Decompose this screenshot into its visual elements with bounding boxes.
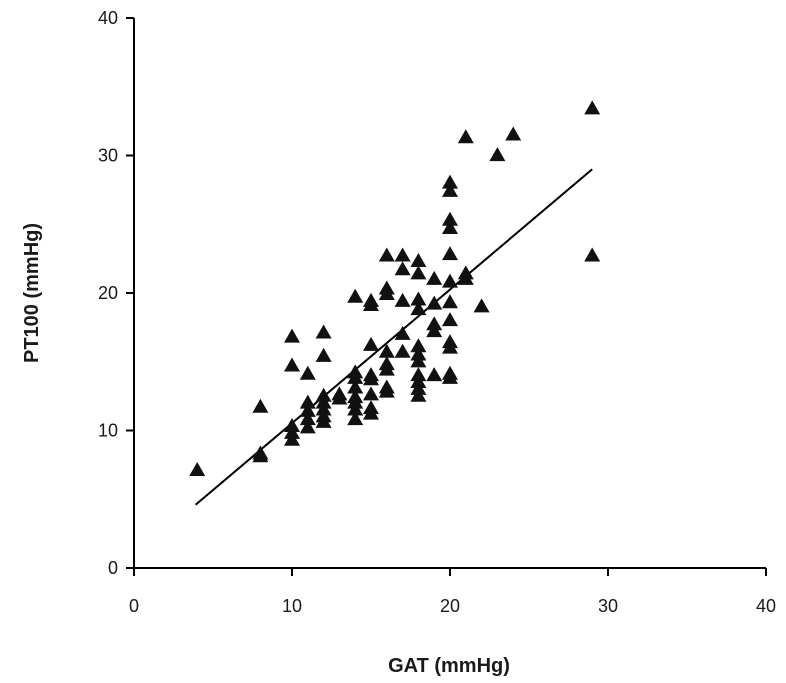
data-point xyxy=(299,394,316,409)
data-point xyxy=(442,334,458,349)
x-tick-label: 40 xyxy=(756,596,776,616)
data-point xyxy=(315,347,332,362)
data-point xyxy=(442,174,458,189)
data-point xyxy=(489,147,506,162)
data-point xyxy=(347,411,364,426)
data-point xyxy=(299,402,316,417)
data-point xyxy=(442,365,458,380)
data-point xyxy=(442,246,458,261)
y-tick-label: 10 xyxy=(98,421,118,441)
data-point xyxy=(394,247,411,262)
data-point xyxy=(331,386,348,401)
x-tick-label: 30 xyxy=(598,596,618,616)
data-point xyxy=(378,247,395,262)
data-point xyxy=(299,365,316,380)
regression-line xyxy=(194,168,593,506)
data-point xyxy=(189,462,206,476)
data-point xyxy=(442,294,458,309)
data-points xyxy=(189,100,601,476)
y-axis-title: PT100 (mmHg) xyxy=(21,223,43,363)
data-point xyxy=(299,419,316,434)
x-axis-title: GAT (mmHg) xyxy=(388,655,510,677)
data-point xyxy=(378,343,395,358)
data-point xyxy=(394,261,411,276)
data-point xyxy=(284,418,300,432)
data-point xyxy=(584,247,601,262)
y-tick-label: 40 xyxy=(98,8,118,28)
data-point xyxy=(378,280,395,295)
axes xyxy=(133,18,766,569)
data-point xyxy=(363,386,379,401)
data-point xyxy=(284,357,300,372)
data-point xyxy=(442,312,458,327)
data-point xyxy=(394,292,411,307)
data-point xyxy=(473,298,490,313)
data-point xyxy=(347,379,364,394)
data-point xyxy=(378,379,395,394)
x-tick-label: 10 xyxy=(282,596,302,616)
data-point xyxy=(315,387,332,402)
data-point xyxy=(347,364,364,379)
data-point xyxy=(457,265,474,280)
data-point xyxy=(410,338,427,353)
data-point xyxy=(426,316,443,331)
data-point xyxy=(363,367,379,382)
data-point xyxy=(347,389,364,404)
y-tick-label: 20 xyxy=(98,283,118,303)
data-point xyxy=(284,328,300,343)
fit-line-group xyxy=(194,168,593,506)
data-point xyxy=(442,273,458,288)
data-point xyxy=(426,270,443,285)
data-point xyxy=(442,220,458,234)
data-point xyxy=(410,367,427,382)
data-point xyxy=(347,288,364,303)
data-point xyxy=(410,291,427,306)
data-point xyxy=(363,336,379,351)
data-point xyxy=(410,301,427,316)
data-point xyxy=(442,182,458,197)
data-point xyxy=(426,295,443,310)
data-point xyxy=(442,211,458,226)
x-tick-label: 20 xyxy=(440,596,460,616)
data-point xyxy=(363,292,379,307)
data-point xyxy=(410,346,427,361)
y-tick-label: 30 xyxy=(98,146,118,166)
x-axis-ticks: 0 10 20 30 40 xyxy=(129,568,776,616)
y-axis-ticks: 0 10 20 30 40 xyxy=(98,8,134,578)
data-point xyxy=(252,445,269,460)
data-point xyxy=(315,324,332,339)
data-point xyxy=(378,356,395,371)
data-point xyxy=(363,400,379,415)
data-point xyxy=(394,343,411,358)
data-point xyxy=(457,129,474,144)
x-tick-label: 0 xyxy=(129,596,139,616)
data-point xyxy=(394,325,411,340)
data-point xyxy=(299,411,316,426)
data-point xyxy=(410,253,427,267)
data-point xyxy=(252,398,269,413)
data-point xyxy=(410,265,427,280)
data-point xyxy=(505,126,522,141)
y-tick-label: 0 xyxy=(108,558,118,578)
data-point xyxy=(584,100,601,115)
data-point xyxy=(426,367,443,382)
